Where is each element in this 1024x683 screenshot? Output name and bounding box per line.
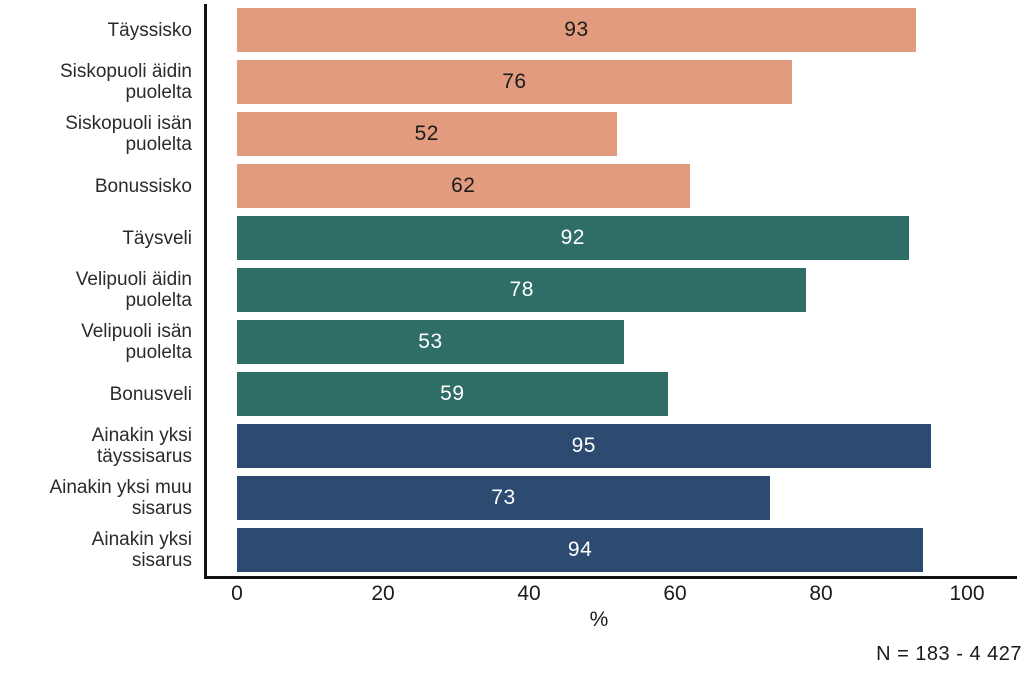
x-axis-label: % [589,608,609,631]
category-label: Velipuoli äidin puolelta [75,269,192,311]
bar: 53 [237,320,624,364]
category-label: Siskopuoli isän puolelta [65,113,192,155]
y-axis-line [204,4,207,576]
bar-row: 59 [207,368,1017,420]
sample-size-note: N = 183 - 4 427 [876,643,1022,665]
category-label: Täysveli [122,227,192,249]
x-axis-ticks: 0 20 40 60 80 100 [204,582,1017,606]
bar-value-label: 52 [414,122,439,145]
bar-row: 52 [207,108,1017,160]
bar-value-label: 92 [560,226,585,249]
bar: 94 [237,528,924,572]
bar-value-label: 53 [418,330,443,353]
x-tick-label: 100 [949,582,985,605]
category-label: Ainakin yksi sisarus [91,529,192,571]
category-label: Bonussisko [94,175,192,197]
bar-row: 73 [207,472,1017,524]
bar-row: 62 [207,160,1017,212]
plot-area: 93 76 52 62 92 78 53 59 95 73 94 [204,4,1017,579]
bar-value-label: 76 [502,70,527,93]
bar: 95 [237,424,931,468]
x-tick-label: 0 [231,582,243,605]
category-label: Velipuoli isän puolelta [81,321,192,363]
x-axis-line [204,576,1017,579]
bar-value-label: 78 [509,278,534,301]
bar: 59 [237,372,668,416]
bar-row: 53 [207,316,1017,368]
bar-value-label: 59 [440,382,465,405]
bar-row: 78 [207,264,1017,316]
bar: 93 [237,8,916,52]
bar-value-label: 62 [451,174,476,197]
bar-row: 95 [207,420,1017,472]
bar-value-label: 93 [564,18,589,41]
bar: 52 [237,112,617,156]
category-label: Ainakin yksi muu sisarus [49,477,192,519]
x-tick-label: 40 [517,582,541,605]
y-axis-category-labels: Täyssisko Siskopuoli äidin puolelta Siskopu… [0,4,192,576]
bar-value-label: 94 [567,538,593,561]
bar-value-label: 95 [571,434,596,457]
bar: 78 [237,268,807,312]
category-label: Siskopuoli äidin puolelta [59,61,192,103]
x-tick-label: 20 [371,582,395,605]
category-label: Ainakin yksi täyssisarus [91,425,192,467]
category-label: Bonusveli [109,383,192,405]
category-label: Täyssisko [107,19,192,41]
x-tick-label: 80 [809,582,833,605]
bar-value-label: 73 [491,486,516,509]
bar: 62 [237,164,690,208]
bar-row: 94 [207,524,1017,576]
x-tick-label: 60 [663,582,687,605]
bar: 92 [237,216,909,260]
bar: 76 [237,60,792,104]
bar-row: 76 [207,56,1017,108]
bar-row: 92 [207,212,1017,264]
bar: 73 [237,476,770,520]
bars-container: 93 76 52 62 92 78 53 59 95 73 94 [207,4,1017,576]
bar-row: 93 [207,4,1017,56]
